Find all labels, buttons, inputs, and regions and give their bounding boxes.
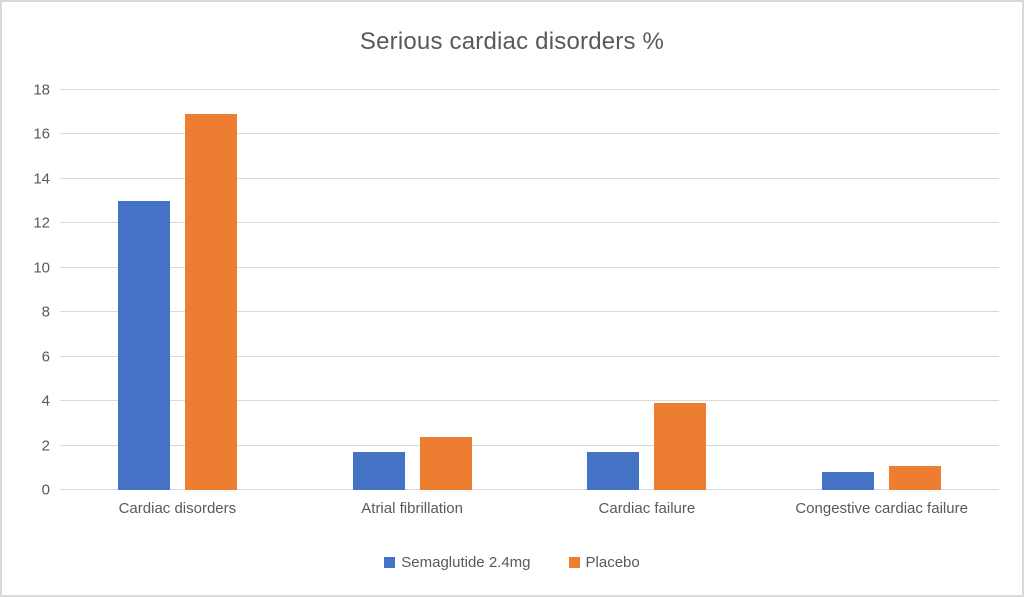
bar-placebo-1 [184,114,237,490]
gridline-18 [60,89,999,90]
x-category-label: Atrial fibrillation [361,500,463,517]
gridline-0 [60,489,999,490]
legend-label: Semaglutide 2.4mg [401,554,531,571]
gridline-16 [60,133,999,135]
legend-item: Semaglutide 2.4mg [384,554,531,571]
gridline-6 [60,355,999,357]
bar-placebo-2 [419,436,472,490]
y-tick-label: 4 [41,392,50,410]
y-tick-label: 8 [41,303,50,321]
y-tick-label: 16 [33,125,50,143]
bar-semaglutide-2-4mg-1 [117,201,170,490]
bar-group-3 [530,90,765,490]
gridline-12 [60,222,999,224]
chart-title: Serious cardiac disorders % [359,28,665,55]
legend-swatch-icon [568,557,580,568]
bar-placebo-3 [654,403,707,490]
bar-group-1 [60,90,295,490]
x-axis: Cardiac disorders Atrial fibrillation Card… [60,500,999,517]
y-tick-label: 10 [33,259,50,277]
legend-swatch-icon [384,557,396,568]
gridline-14 [60,177,999,179]
bar-group-4 [764,90,999,490]
bar-placebo-4 [889,465,942,490]
gridline-8 [60,311,999,313]
bar-group-2 [295,90,530,490]
legend-item: Placebo [568,554,640,571]
legend: Semaglutide 2.4mg Placebo [2,554,1022,571]
legend-label: Placebo [585,554,640,571]
y-tick-label: 0 [41,481,50,499]
plot-area [60,89,999,490]
x-category-label: Cardiac failure [598,500,696,517]
bar-semaglutide-2-4mg-4 [822,472,875,490]
y-tick-label: 12 [33,214,50,232]
gridline-10 [60,266,999,268]
bar-groups [60,90,999,490]
y-tick-label: 6 [41,348,50,366]
gridline-2 [60,444,999,446]
bar-semaglutide-2-4mg-3 [587,452,640,490]
gridline-4 [60,400,999,402]
y-tick-label: 14 [33,170,50,188]
y-axis: 0 2 4 6 8 10 12 14 16 18 [2,82,50,499]
y-tick-label: 2 [41,437,50,455]
y-tick-label: 18 [33,81,50,99]
bar-semaglutide-2-4mg-2 [352,452,405,490]
x-category-label: Congestive cardiac failure [795,500,968,517]
x-category-label: Cardiac disorders [118,500,237,517]
